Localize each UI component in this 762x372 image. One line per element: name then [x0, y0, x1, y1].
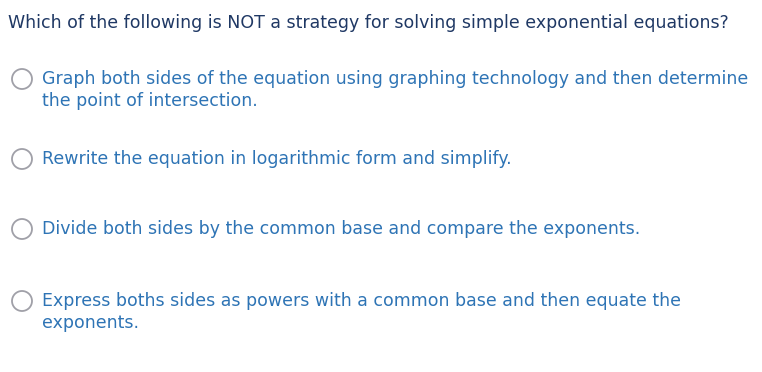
Text: Which of the following is NOT a strategy for solving simple exponential equation: Which of the following is NOT a strategy…	[8, 14, 728, 32]
Text: exponents.: exponents.	[42, 314, 139, 332]
Text: Graph both sides of the equation using graphing technology and then determine: Graph both sides of the equation using g…	[42, 70, 748, 88]
Text: Rewrite the equation in logarithmic form and simplify.: Rewrite the equation in logarithmic form…	[42, 150, 511, 168]
Text: the point of intersection.: the point of intersection.	[42, 92, 258, 110]
Text: Express boths sides as powers with a common base and then equate the: Express boths sides as powers with a com…	[42, 292, 681, 310]
Text: Divide both sides by the common base and compare the exponents.: Divide both sides by the common base and…	[42, 220, 640, 238]
